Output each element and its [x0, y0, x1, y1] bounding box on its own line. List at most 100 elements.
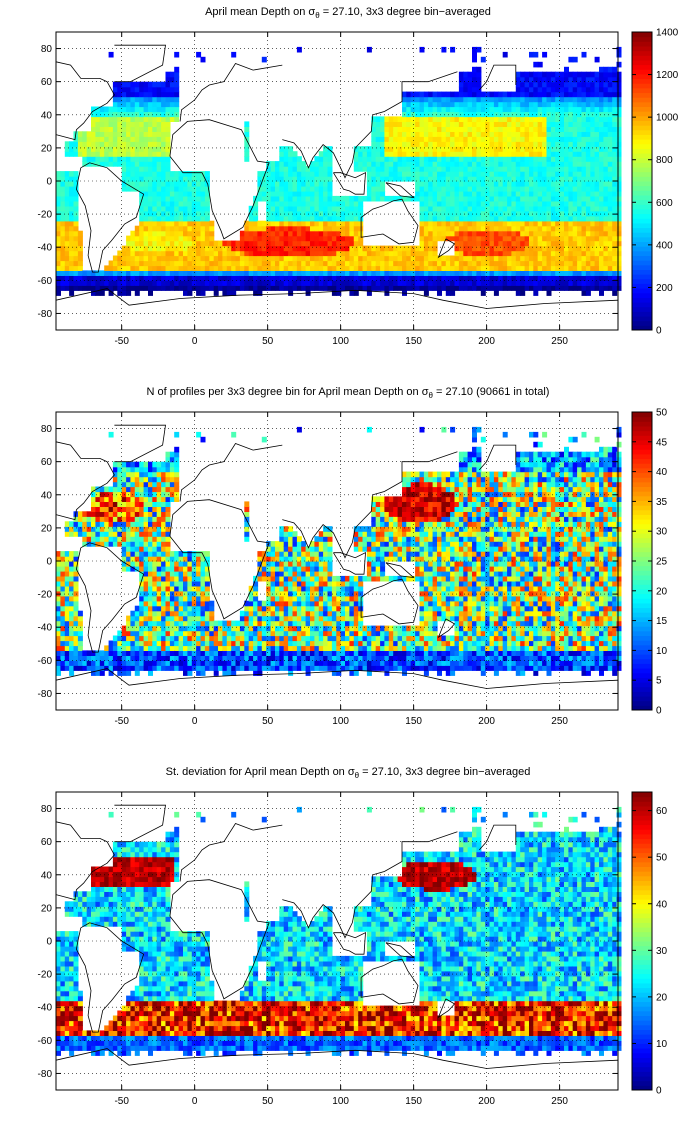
data-cell [441, 146, 447, 152]
data-cell [270, 171, 276, 177]
data-cell [130, 106, 136, 113]
data-cell [139, 541, 145, 547]
data-cell [134, 481, 140, 488]
data-cell [336, 205, 342, 212]
data-cell [314, 255, 320, 262]
data-cell [599, 166, 604, 172]
data-cell [266, 200, 272, 207]
data-cell [419, 126, 425, 132]
data-cell [402, 250, 407, 257]
colorbar-segment [632, 41, 652, 47]
data-cell [445, 265, 451, 271]
data-cell [314, 161, 320, 167]
data-cell [292, 220, 298, 227]
data-cell [152, 106, 158, 113]
data-cell [266, 181, 272, 187]
data-cell [480, 131, 486, 137]
data-cell [279, 220, 285, 227]
data-cell [454, 285, 460, 291]
data-cell [537, 225, 543, 232]
data-cell [156, 235, 162, 242]
data-cell [537, 195, 543, 202]
data-cell [327, 161, 333, 167]
data-cell [520, 116, 526, 122]
data-cell [73, 640, 79, 647]
data-cell [143, 240, 149, 247]
data-cell [143, 650, 149, 656]
data-cell [143, 96, 149, 103]
data-cell [174, 250, 180, 257]
data-cell [174, 181, 180, 187]
data-cell [174, 111, 180, 118]
data-cell [423, 156, 429, 162]
data-cell [507, 225, 513, 232]
data-cell [533, 190, 539, 197]
data-cell [423, 200, 429, 207]
data-cell [520, 186, 526, 192]
data-cell [244, 235, 250, 242]
data-cell [463, 141, 469, 147]
data-cell [117, 161, 123, 167]
data-cell [134, 501, 140, 507]
data-cell [148, 161, 153, 167]
data-cell [244, 156, 250, 162]
data-cell [428, 91, 434, 98]
data-cell [165, 655, 171, 661]
data-cell [152, 526, 158, 532]
data-cell [169, 71, 175, 78]
data-cell [520, 101, 526, 108]
data-cell [148, 270, 153, 276]
data-cell [555, 71, 561, 78]
data-cell [450, 275, 456, 281]
data-cell [572, 235, 578, 242]
data-cell [156, 491, 162, 498]
data-cell [56, 225, 61, 232]
data-cell [612, 131, 618, 137]
data-cell [139, 600, 145, 607]
data-cell [458, 210, 464, 217]
data-cell [564, 156, 569, 162]
data-cell [577, 250, 583, 257]
data-cell [204, 225, 210, 232]
data-cell [577, 81, 583, 88]
data-cell [515, 76, 521, 83]
data-cell [156, 270, 162, 276]
data-cell [428, 146, 434, 152]
data-cell [327, 270, 333, 276]
data-cell [112, 265, 118, 271]
data-cell [174, 186, 180, 192]
data-cell [226, 240, 232, 247]
data-cell [130, 230, 136, 237]
data-cell [117, 655, 123, 661]
data-cell [169, 76, 175, 83]
data-cell [450, 220, 456, 227]
data-cell [64, 521, 70, 527]
data-cell [139, 551, 145, 557]
data-cell [143, 531, 149, 537]
data-cell [441, 275, 447, 281]
data-cell [165, 146, 171, 152]
data-cell [288, 166, 294, 172]
data-cell [156, 585, 162, 592]
data-cell [331, 270, 337, 276]
data-cell [60, 205, 66, 212]
data-cell [577, 131, 583, 137]
data-cell [476, 190, 482, 197]
data-cell [139, 156, 145, 162]
data-cell [161, 575, 167, 582]
data-cell [458, 136, 464, 142]
data-cell [406, 116, 412, 122]
data-cell [77, 280, 83, 286]
data-cell [257, 265, 263, 271]
data-cell [283, 210, 289, 217]
data-cell [485, 275, 491, 281]
data-cell [533, 151, 539, 157]
data-cell [406, 255, 412, 262]
data-cell [130, 610, 136, 617]
data-cell [550, 81, 556, 88]
data-cell [476, 270, 482, 276]
data-cell [568, 181, 574, 187]
data-cell [353, 235, 359, 242]
data-cell [288, 220, 294, 227]
data-cell [275, 280, 280, 286]
